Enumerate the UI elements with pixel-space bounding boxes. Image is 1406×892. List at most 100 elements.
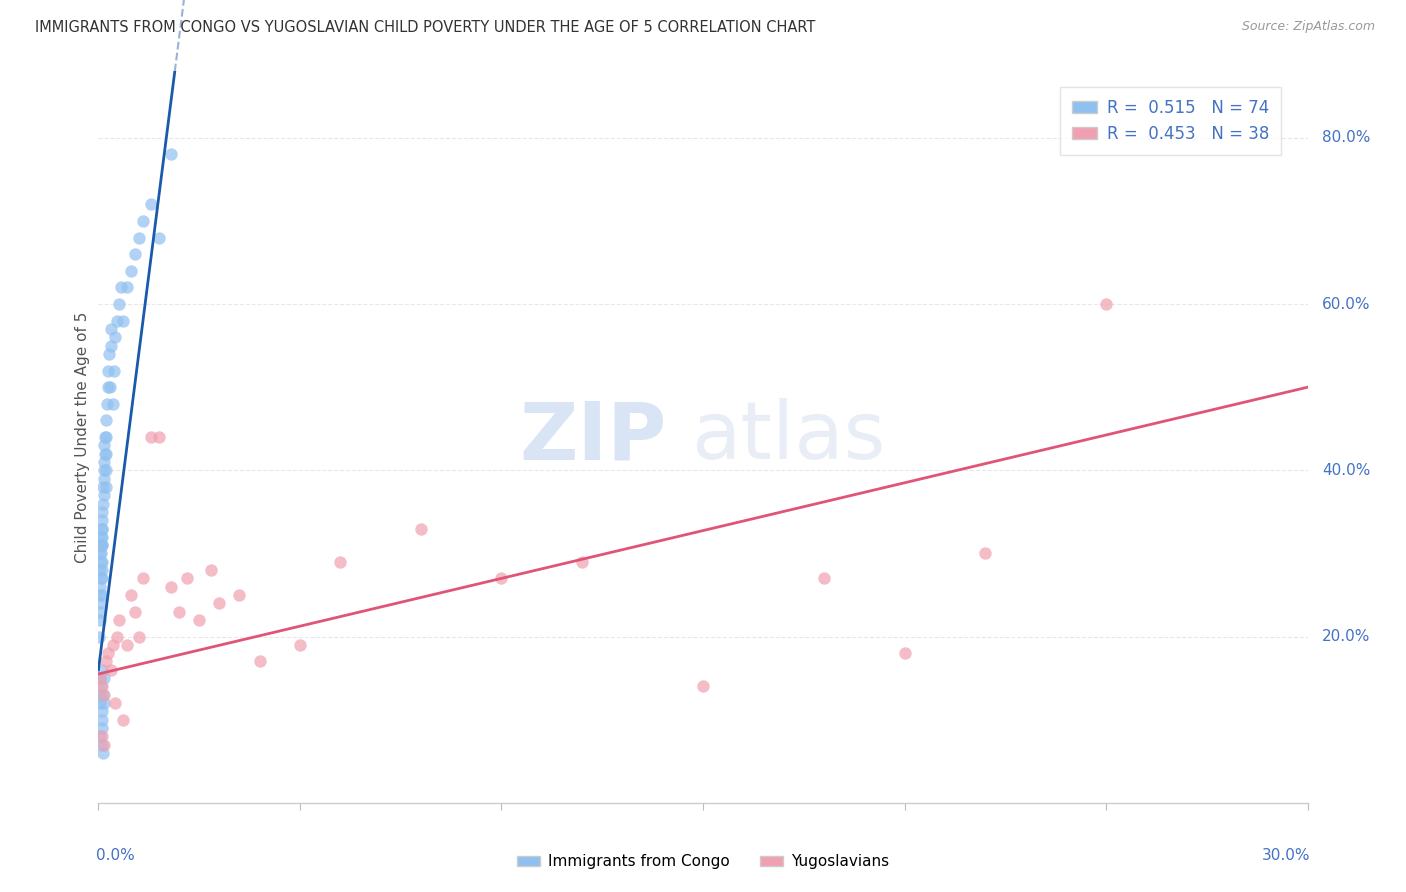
Legend: R =  0.515   N = 74, R =  0.453   N = 38: R = 0.515 N = 74, R = 0.453 N = 38	[1060, 87, 1281, 154]
Point	[103, 696, 125, 710]
Point	[91, 480, 114, 494]
Point	[89, 546, 111, 560]
Point	[139, 197, 162, 211]
Point	[288, 638, 311, 652]
Point	[893, 646, 915, 660]
Point	[115, 638, 138, 652]
Point	[98, 347, 121, 361]
Point	[93, 738, 115, 752]
Point	[107, 613, 129, 627]
Point	[100, 322, 122, 336]
Point	[90, 738, 112, 752]
Point	[97, 363, 120, 377]
Point	[90, 680, 112, 694]
Point	[176, 571, 198, 585]
Point	[98, 380, 121, 394]
Point	[91, 746, 114, 760]
Point	[208, 596, 231, 610]
Point	[89, 613, 111, 627]
Point	[90, 530, 112, 544]
Point	[132, 571, 155, 585]
Point	[97, 380, 120, 394]
Point	[94, 447, 117, 461]
Point	[94, 463, 117, 477]
Point	[228, 588, 250, 602]
Text: ZIP: ZIP	[519, 398, 666, 476]
Point	[89, 580, 111, 594]
Point	[1095, 297, 1118, 311]
Point	[93, 455, 115, 469]
Point	[110, 280, 132, 294]
Point	[101, 638, 124, 652]
Point	[90, 563, 112, 577]
Point	[90, 530, 112, 544]
Y-axis label: Child Poverty Under the Age of 5: Child Poverty Under the Age of 5	[75, 311, 90, 563]
Point	[148, 430, 170, 444]
Point	[200, 563, 222, 577]
Text: 20.0%: 20.0%	[1322, 629, 1371, 644]
Point	[692, 680, 714, 694]
Point	[813, 571, 835, 585]
Point	[132, 214, 155, 228]
Point	[90, 571, 112, 585]
Point	[90, 555, 112, 569]
Point	[91, 497, 114, 511]
Point	[90, 729, 112, 743]
Point	[94, 430, 117, 444]
Point	[90, 663, 112, 677]
Point	[139, 430, 162, 444]
Point	[89, 729, 111, 743]
Text: 40.0%: 40.0%	[1322, 463, 1371, 478]
Point	[115, 280, 138, 294]
Text: 60.0%: 60.0%	[1322, 297, 1371, 311]
Point	[91, 521, 114, 535]
Point	[101, 397, 124, 411]
Point	[105, 314, 128, 328]
Point	[93, 472, 115, 486]
Point	[93, 463, 115, 477]
Point	[409, 521, 432, 535]
Point	[91, 713, 114, 727]
Point	[90, 546, 112, 560]
Point	[89, 671, 111, 685]
Point	[124, 247, 146, 261]
Point	[91, 705, 114, 719]
Point	[93, 488, 115, 502]
Point	[93, 696, 115, 710]
Point	[89, 588, 111, 602]
Point	[100, 338, 122, 352]
Point	[94, 480, 117, 494]
Point	[124, 605, 146, 619]
Point	[89, 630, 111, 644]
Point	[91, 571, 114, 585]
Point	[107, 297, 129, 311]
Point	[167, 605, 190, 619]
Point	[120, 264, 142, 278]
Text: 80.0%: 80.0%	[1322, 130, 1371, 145]
Point	[91, 538, 114, 552]
Point	[491, 571, 513, 585]
Point	[93, 438, 115, 452]
Text: IMMIGRANTS FROM CONGO VS YUGOSLAVIAN CHILD POVERTY UNDER THE AGE OF 5 CORRELATIO: IMMIGRANTS FROM CONGO VS YUGOSLAVIAN CHI…	[35, 20, 815, 35]
Point	[91, 688, 114, 702]
Text: 30.0%: 30.0%	[1261, 848, 1310, 863]
Point	[974, 546, 997, 560]
Point	[89, 688, 111, 702]
Point	[160, 580, 183, 594]
Point	[91, 505, 114, 519]
Point	[249, 655, 271, 669]
Text: Source: ZipAtlas.com: Source: ZipAtlas.com	[1241, 20, 1375, 33]
Point	[89, 605, 111, 619]
Point	[91, 721, 114, 735]
Point	[96, 413, 118, 427]
Point	[105, 630, 128, 644]
Legend: Immigrants from Congo, Yugoslavians: Immigrants from Congo, Yugoslavians	[512, 848, 894, 875]
Point	[90, 538, 112, 552]
Point	[94, 447, 117, 461]
Point	[89, 596, 111, 610]
Text: atlas: atlas	[690, 398, 886, 476]
Point	[329, 555, 352, 569]
Point	[90, 513, 112, 527]
Point	[160, 147, 183, 161]
Point	[89, 696, 111, 710]
